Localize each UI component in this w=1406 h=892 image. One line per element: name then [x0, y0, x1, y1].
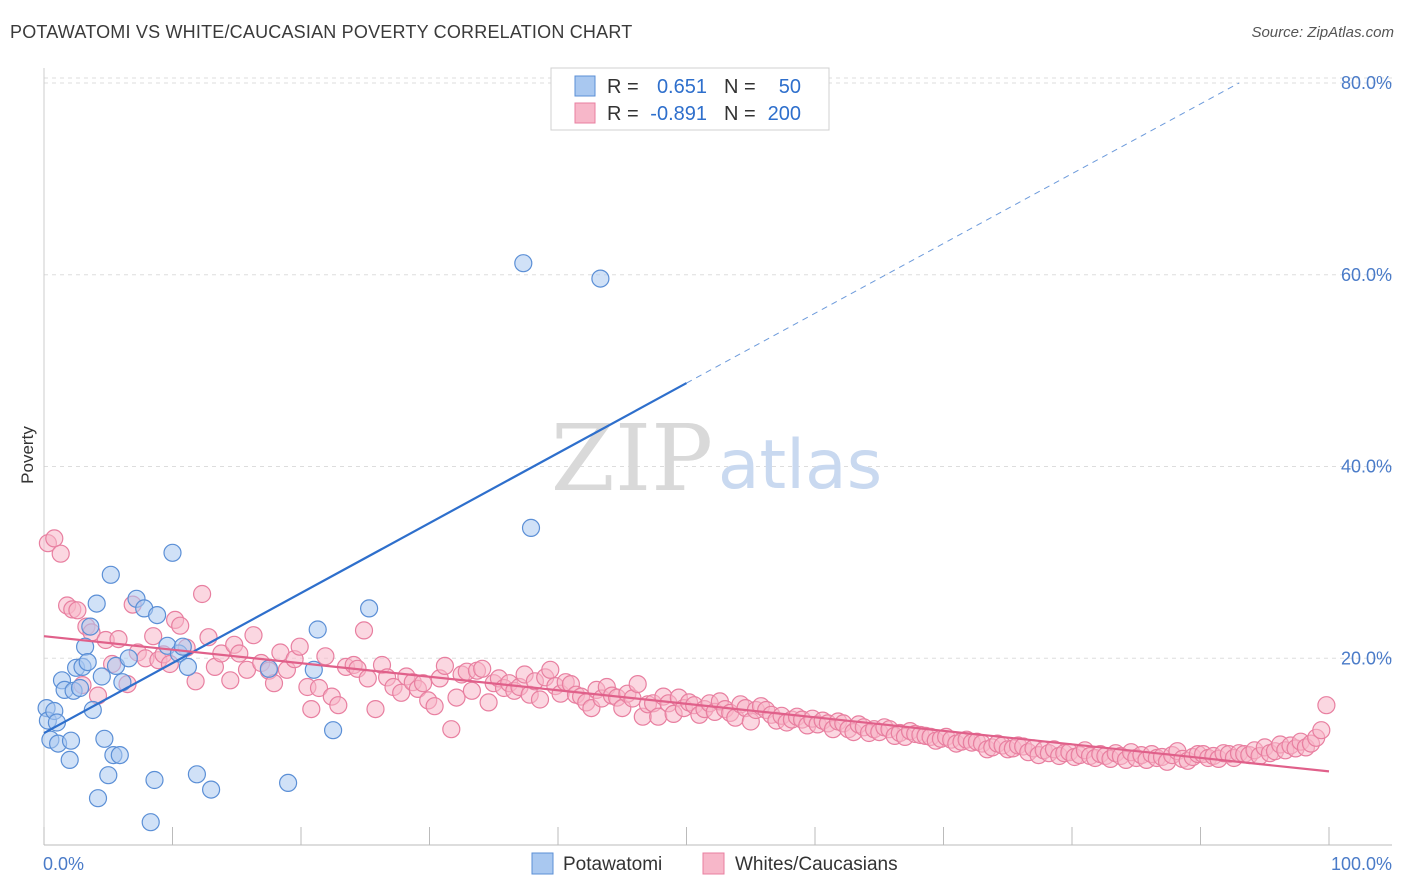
potawatomi-trend-line [43, 382, 688, 734]
legend-whites-label: Whites/Caucasians [735, 854, 898, 875]
whites-point-65 [442, 720, 461, 739]
potawatomi-trend-extension [686, 82, 1240, 384]
potawatomi-point-35 [163, 543, 182, 562]
whites-point-42 [302, 699, 321, 719]
tick-labels: 20.0% 40.0% 60.0% 80.0% 0.0% 100.0% [43, 73, 1392, 874]
y-tick-label-40: 40.0% [1341, 457, 1392, 477]
whites-point-101 [628, 674, 647, 694]
y-axis-label: Poverty [18, 426, 37, 484]
whites-point-51 [358, 669, 377, 688]
potawatomi-point-43 [308, 620, 327, 639]
potawatomi-point-41 [259, 659, 278, 678]
y-tick-label-60: 60.0% [1341, 265, 1392, 285]
potawatomi-point-8 [60, 750, 79, 770]
legend-potawatomi-swatch [531, 852, 554, 875]
potawatomi-point-39 [187, 765, 206, 784]
potawatomi-point-18 [87, 594, 106, 613]
legend-n-value-1: 50 [779, 76, 801, 98]
potawatomi-point-20 [92, 667, 111, 686]
x-tick-label-0: 0.0% [43, 854, 84, 874]
potawatomi-point-16 [81, 617, 100, 636]
whites-point-31 [230, 644, 249, 663]
whites-point-17 [144, 627, 163, 646]
whites-point-33 [244, 626, 263, 645]
potawatomi-point-15 [78, 652, 97, 672]
legend-swatch-pink [574, 102, 596, 124]
potawatomi-point-31 [141, 813, 160, 832]
x-tick-label-100: 100.0% [1331, 854, 1392, 874]
whites-point-46 [329, 696, 348, 715]
series-legend: Potawatomi Whites/Caucasians [531, 852, 898, 875]
whites-point-235 [1317, 696, 1336, 715]
potawatomi-point-37 [173, 637, 192, 656]
trend-lines [43, 82, 1330, 773]
potawatomi-point-49 [591, 269, 610, 288]
whites-point-234 [1312, 721, 1331, 740]
potawatomi-point-22 [99, 766, 118, 785]
potawatomi-point-19 [88, 789, 108, 808]
potawatomi-point-40 [202, 780, 221, 799]
source-label: Source: ZipAtlas.com [1251, 24, 1394, 41]
whites-trend-line [43, 635, 1330, 773]
whites-point-43 [309, 678, 329, 698]
potawatomi-point-9 [61, 731, 81, 750]
whites-point-29 [221, 671, 240, 690]
y-tick-label-80: 80.0% [1341, 73, 1392, 93]
legend-n-label-1: N = [724, 76, 756, 98]
watermark: ZIP atlas [551, 405, 882, 512]
whites-caucasians-points [38, 529, 1336, 771]
correlation-legend: R = 0.651 N = 50 R = -0.891 N = 200 [550, 67, 830, 131]
whites-point-50 [354, 621, 374, 640]
whites-point-44 [316, 647, 335, 666]
potawatomi-point-47 [521, 518, 541, 538]
potawatomi-point-48 [514, 254, 533, 273]
whites-point-5 [68, 601, 87, 620]
legend-whites-swatch [702, 852, 725, 875]
watermark-atlas: atlas [718, 426, 882, 505]
whites-point-25 [193, 584, 212, 604]
potawatomi-point-26 [110, 745, 129, 765]
whites-point-60 [414, 674, 433, 693]
chart-title: POTAWATOMI VS WHITE/CAUCASIAN POVERTY CO… [10, 22, 633, 42]
potawatomi-point-21 [95, 729, 114, 748]
legend-r-label-1: R = [607, 76, 639, 98]
legend-n-label-2: N = [724, 103, 756, 125]
whites-point-1 [45, 529, 64, 548]
potawatomi-point-23 [101, 565, 120, 584]
whites-point-84 [541, 660, 560, 679]
legend-r-value-1: 0.651 [657, 76, 707, 98]
whites-point-22 [171, 616, 190, 635]
whites-point-69 [462, 681, 481, 700]
potawatomi-point-42 [279, 773, 298, 793]
potawatomi-point-45 [324, 721, 343, 740]
whites-point-40 [290, 637, 309, 656]
whites-point-82 [530, 690, 550, 709]
potawatomi-point-12 [70, 678, 90, 698]
potawatomi-points [37, 254, 610, 832]
potawatomi-point-32 [145, 770, 164, 790]
whites-point-62 [425, 697, 444, 716]
grid-lines [44, 77, 1392, 659]
legend-swatch-blue [574, 75, 596, 97]
legend-n-value-2: 200 [768, 103, 801, 125]
potawatomi-point-38 [178, 657, 197, 677]
legend-potawatomi-label: Potawatomi [563, 854, 662, 875]
legend-box [550, 67, 830, 131]
legend-r-value-2: -0.891 [650, 103, 707, 125]
whites-point-64 [435, 656, 454, 676]
potawatomi-point-28 [119, 649, 138, 668]
legend-r-label-2: R = [607, 103, 639, 125]
potawatomi-point-46 [360, 599, 379, 618]
whites-point-71 [473, 659, 492, 678]
whites-point-52 [366, 699, 385, 719]
whites-point-24 [186, 672, 205, 691]
watermark-zip: ZIP [551, 405, 713, 512]
y-tick-label-20: 20.0% [1341, 648, 1392, 668]
whites-point-72 [479, 693, 498, 712]
whites-point-66 [447, 688, 466, 707]
potawatomi-point-33 [148, 605, 167, 625]
whites-point-2 [51, 544, 70, 563]
